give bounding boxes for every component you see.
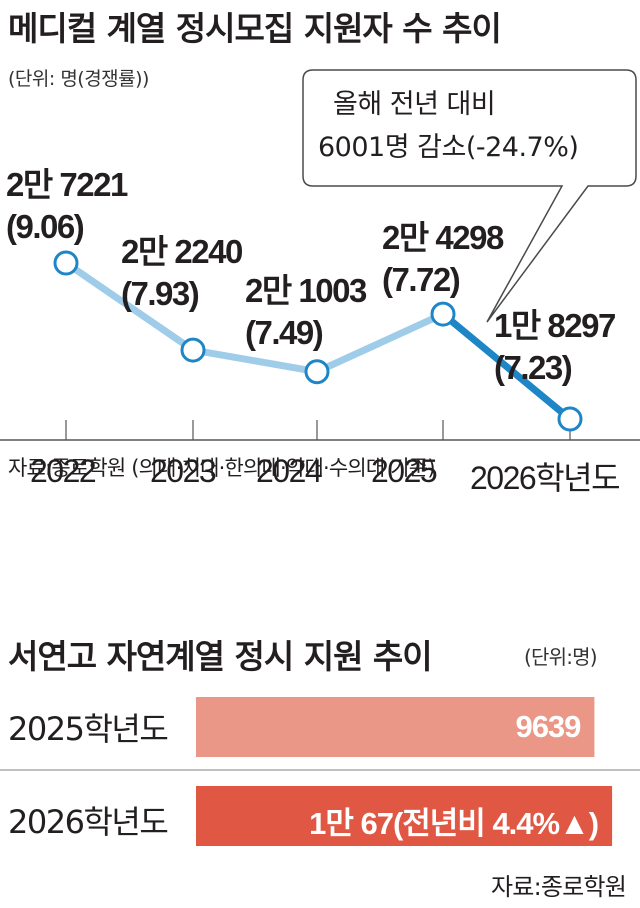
callout-bubble bbox=[302, 69, 637, 323]
data-label-value: 2만 4298 bbox=[382, 219, 504, 256]
data-label-ratio: (7.23) bbox=[494, 349, 573, 386]
bar-category-label: 2026학년도 bbox=[8, 803, 169, 841]
callout-line-2: 6001명 감소(-24.7%) bbox=[318, 132, 579, 163]
x-tick-label: 2025 bbox=[371, 453, 438, 489]
bar-category-label: 2025학년도 bbox=[8, 710, 169, 748]
data-label-ratio: (7.49) bbox=[245, 314, 324, 351]
line-chart-title: 메디컬 계열 정시모집 지원자 수 추이 bbox=[8, 9, 502, 48]
data-label-value: 2만 1003 bbox=[245, 272, 367, 309]
data-label-ratio: (9.06) bbox=[6, 208, 85, 245]
series-line-segment bbox=[313, 310, 447, 376]
line-chart-unit-note: (단위: 명(경쟁률)) bbox=[8, 68, 149, 90]
series-line-segment bbox=[189, 346, 321, 376]
bar-value-label: 1만 67(전년비 4.4%▲) bbox=[309, 806, 599, 841]
data-point bbox=[430, 301, 456, 327]
data-label-value: 1만 8297 bbox=[494, 307, 616, 344]
bar-2026 bbox=[196, 786, 613, 846]
x-tick-label: 2023 bbox=[150, 453, 217, 489]
bar-chart-unit-note: (단위:명) bbox=[524, 645, 598, 669]
bar-value-label: 9639 bbox=[515, 709, 581, 744]
data-label-value: 2만 2240 bbox=[121, 233, 243, 270]
data-point bbox=[53, 250, 79, 276]
callout-line-1: 올해 전년 대비 bbox=[333, 89, 496, 120]
series-line-segment-drop bbox=[439, 310, 574, 423]
x-tick-label: 2024 bbox=[256, 453, 323, 489]
bar-chart-title: 서연고 자연계열 정시 지원 추이 bbox=[8, 637, 433, 676]
data-label-value: 2만 7221 bbox=[6, 166, 128, 203]
data-label-ratio: (7.93) bbox=[121, 275, 200, 312]
series-line-segment bbox=[62, 259, 197, 354]
bar-2025 bbox=[196, 697, 595, 757]
data-point bbox=[180, 337, 206, 363]
line-chart-source: 자료:종로학원 (의대·치대·한의대·약대·수의대 기준) bbox=[8, 456, 436, 480]
x-tick-label: 2022 bbox=[30, 453, 97, 489]
data-point bbox=[304, 359, 330, 385]
data-point bbox=[557, 406, 583, 432]
x-tick-label: 2026학년도 bbox=[470, 460, 621, 496]
data-label-ratio: (7.72) bbox=[382, 261, 461, 298]
bar-chart-source: 자료:종로학원 bbox=[491, 873, 627, 901]
